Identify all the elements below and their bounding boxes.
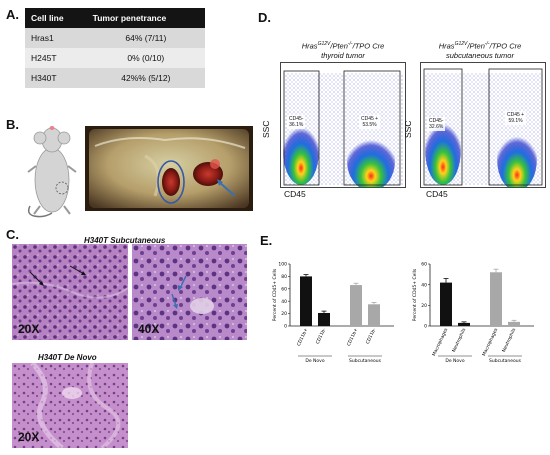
gate-label-cd45-negative: CD45- 36.1%	[287, 115, 306, 129]
magnification-label: 20X	[18, 430, 40, 444]
category-label: Neutrophils	[501, 327, 518, 354]
y-tick-label: 40	[281, 299, 287, 305]
gate-label-cd45-positive: CD45 + 59.1%	[505, 111, 527, 125]
group-label: Subcutaneous	[489, 358, 522, 364]
category-label: Macrophages	[481, 327, 499, 357]
table-cell: 42%% (5/12)	[86, 68, 205, 88]
flow-y-axis-label: SSC	[261, 120, 271, 138]
bar	[490, 272, 502, 326]
gate-label-cd45-negative: CD45- 32.6%	[427, 117, 446, 131]
bar	[300, 276, 312, 326]
bar	[368, 304, 380, 326]
y-tick-label: 0	[424, 324, 427, 330]
gate-label-cd45-positive: CD45 + 53.5%	[359, 115, 381, 129]
y-tick-label: 100	[278, 262, 287, 268]
flow-plot-subcutaneous: CD45- 32.6% CD45 + 59.1%	[420, 62, 546, 188]
panel-label-c: C.	[6, 227, 19, 242]
panel-label-b: B.	[6, 117, 19, 132]
table-cell: H340T	[25, 68, 87, 88]
bar	[458, 322, 470, 326]
table-cell: 64% (7/11)	[86, 28, 205, 48]
y-axis-title: Percent of CD45+ Cells	[412, 268, 418, 321]
histology-image-40x-subcutaneous: 40X	[132, 244, 247, 340]
bar	[440, 282, 452, 326]
histology-image-20x-de-novo: 20X	[12, 363, 128, 448]
table-cell: 0% (0/10)	[86, 48, 205, 68]
flow-plot-thyroid: CD45- 36.1% CD45 + 53.5%	[280, 62, 406, 188]
y-tick-label: 0	[284, 324, 287, 330]
table-row: H340T 42%% (5/12)	[25, 68, 205, 88]
table-header-penetrance: Tumor penetrance	[86, 8, 205, 28]
bar	[350, 285, 362, 326]
y-tick-label: 80	[281, 274, 287, 280]
flow-x-axis-label: CD45	[284, 189, 306, 199]
panel-label-d: D.	[258, 10, 271, 25]
y-tick-label: 20	[421, 303, 427, 309]
flow-left-title: HrasG12V/Pten-/-/TPO Cre thyroid tumor	[301, 41, 385, 60]
table-header-cell-line: Cell line	[25, 8, 87, 28]
table-cell: H245T	[25, 48, 87, 68]
histology-top-title: H340T Subcutaneous	[84, 236, 166, 245]
bar	[318, 312, 330, 326]
category-label: CD11b-	[315, 327, 328, 345]
category-label: CD11b+	[296, 327, 310, 347]
category-label: CD11b-	[365, 327, 378, 345]
bar	[508, 321, 520, 326]
table-row: H245T 0% (0/10)	[25, 48, 205, 68]
histology-image-20x-subcutaneous: 20X	[12, 244, 128, 340]
table-cell: Hras1	[25, 28, 87, 48]
y-tick-label: 40	[421, 282, 427, 288]
group-label: Subcutaneous	[349, 358, 382, 364]
panel-label-e: E.	[260, 233, 273, 248]
flow-right-title: HrasG12V/Pten-/-/TPO Cre subcutaneous tu…	[438, 41, 522, 60]
tumor-penetrance-table: Cell line Tumor penetrance Hras1 64% (7/…	[25, 8, 205, 88]
y-tick-label: 20	[281, 311, 287, 317]
category-label: Macrophages	[431, 327, 449, 357]
panel-label-a: A.	[6, 7, 19, 22]
category-label: CD11b+	[346, 327, 360, 347]
group-label: De Novo	[305, 358, 324, 364]
dissection-photo	[85, 126, 253, 211]
flow-x-axis-label: CD45	[426, 189, 448, 199]
category-label: Neutrophils	[451, 327, 468, 354]
group-label: De Novo	[445, 358, 464, 364]
y-axis-title: Percent of CD45+ Cells	[272, 268, 278, 321]
magnification-label: 40X	[138, 322, 160, 336]
table-row: Hras1 64% (7/11)	[25, 28, 205, 48]
mouse-illustration	[27, 126, 77, 218]
histology-bottom-title: H340T De Novo	[38, 353, 97, 362]
magnification-label: 20X	[18, 322, 40, 336]
y-tick-label: 60	[281, 286, 287, 292]
flow-y-axis-label: SSC	[403, 120, 413, 138]
y-tick-label: 60	[421, 262, 427, 268]
